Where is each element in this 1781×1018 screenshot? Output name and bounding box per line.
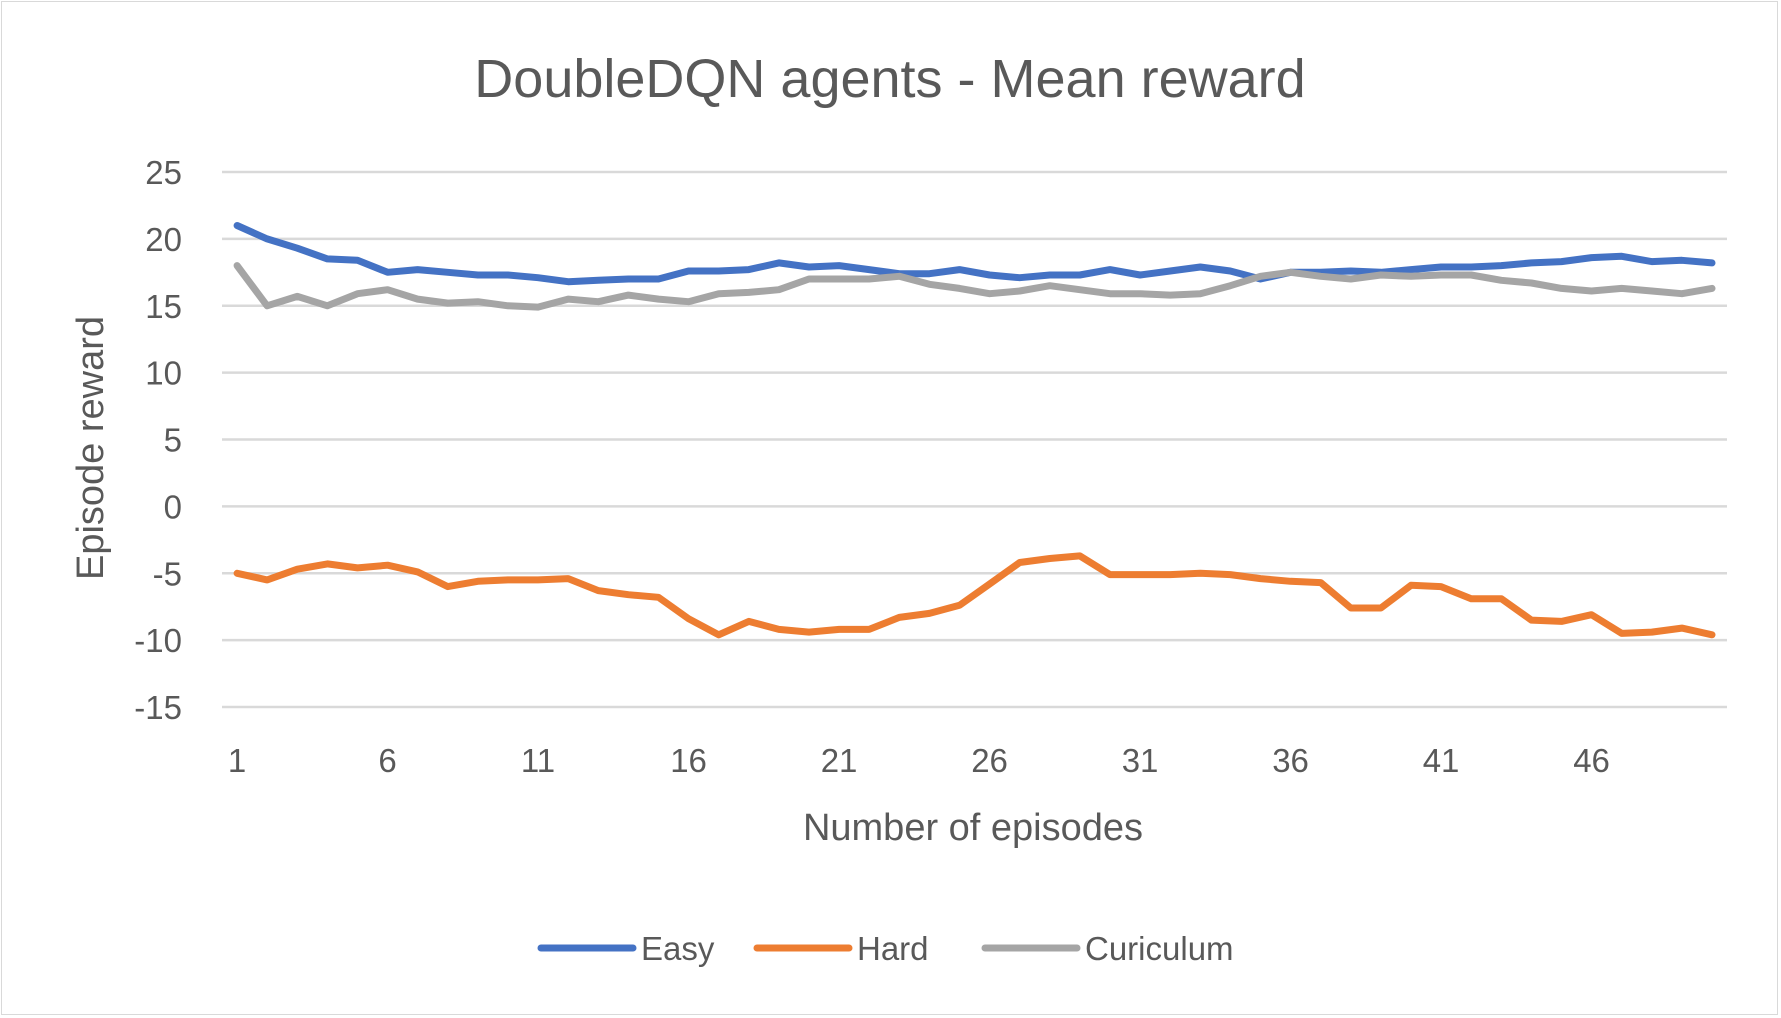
y-tick-label: -15: [134, 689, 182, 726]
x-tick-label: 31: [1122, 742, 1159, 779]
y-tick-label: 10: [145, 355, 182, 392]
y-tick-label: -10: [134, 622, 182, 659]
series-line-easy: [233, 222, 1716, 286]
y-tick-label: 25: [145, 154, 182, 191]
y-tick-label: 15: [145, 288, 182, 325]
legend-label-hard: Hard: [857, 930, 929, 967]
x-tick-label: 1: [228, 742, 246, 779]
y-axis-title: Episode reward: [70, 316, 112, 580]
x-tick-label: 6: [378, 742, 396, 779]
legend: Easy Hard Curiculum: [537, 930, 1234, 967]
gridlines: [222, 170, 1727, 709]
legend-label-easy: Easy: [641, 930, 715, 967]
x-tick-label: 46: [1573, 742, 1610, 779]
x-tick-label: 21: [821, 742, 858, 779]
x-axis-title: Number of episodes: [803, 807, 1143, 849]
y-tick-label: 20: [145, 221, 182, 258]
chart-title: DoubleDQN agents - Mean reward: [474, 49, 1305, 109]
series-lines: [233, 222, 1716, 639]
y-tick-label: -5: [153, 555, 182, 592]
x-tick-label: 36: [1272, 742, 1309, 779]
x-tick-label: 11: [521, 742, 555, 779]
legend-label-curiculum: Curiculum: [1085, 930, 1234, 967]
x-tick-label: 26: [971, 742, 1008, 779]
x-tick-label: 41: [1423, 742, 1460, 779]
y-tick-label: 0: [164, 488, 182, 525]
y-axis-tick-labels: 25 20 15 10 5 0 -5 -10 -15: [134, 154, 182, 726]
x-tick-label: 16: [670, 742, 707, 779]
y-tick-label: 5: [164, 422, 182, 459]
x-axis-tick-labels: 1 6 11 16 21 26 31 36 41 46: [228, 742, 1610, 779]
series-line-curiculum: [233, 262, 1716, 311]
series-line-hard: [233, 552, 1716, 639]
